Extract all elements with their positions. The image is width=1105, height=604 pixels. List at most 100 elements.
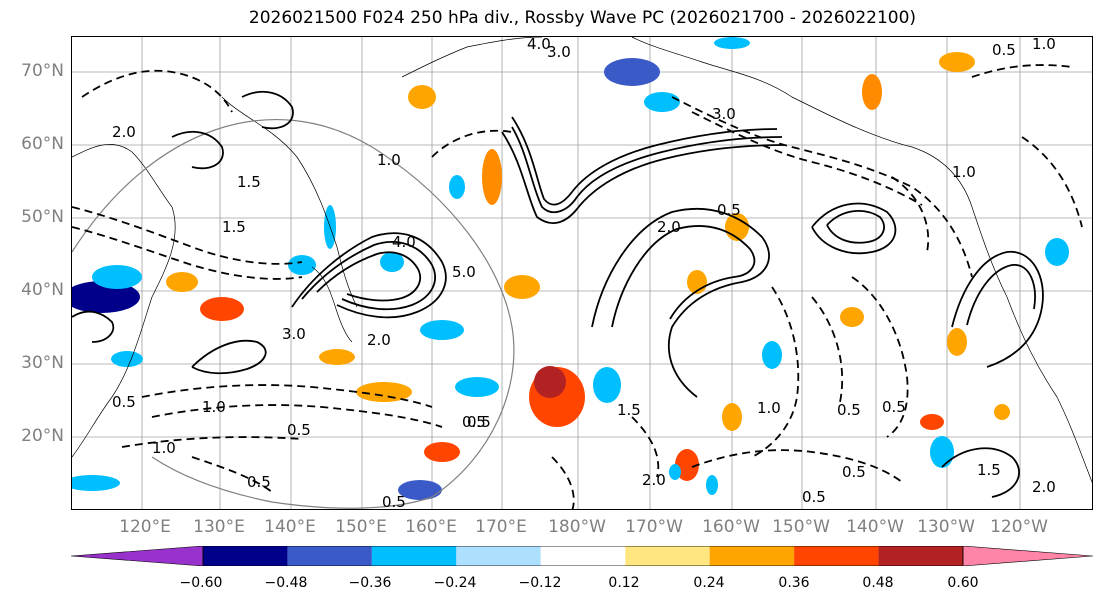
- contour-label: 0.5: [837, 401, 861, 419]
- contour-label: 0.5: [717, 201, 741, 219]
- colorbar-segment: [71, 546, 204, 566]
- divergence-shading: [72, 37, 1069, 500]
- contour-label-group: 4.0 3.0 0.5 1.0 3.0 1.0 2.0 0.5 1.5 4.0 …: [112, 37, 1056, 510]
- colorbar-segment: [709, 546, 795, 566]
- shade-negative: [111, 351, 143, 367]
- lat-label: 40°N: [21, 280, 64, 300]
- contour-label: 0.5: [802, 488, 826, 506]
- shade-negative: [644, 92, 680, 112]
- shade-negative: [72, 281, 140, 313]
- colorbar: [71, 546, 1093, 566]
- lon-label: 120°W: [990, 517, 1048, 537]
- contour-label: 2.0: [367, 331, 391, 349]
- shade-positive: [675, 449, 699, 481]
- contour-label: 0.5: [462, 413, 486, 431]
- shade-negative: [380, 252, 404, 272]
- shade-negative: [762, 341, 782, 369]
- colorbar-segment: [456, 546, 541, 566]
- lon-label: 160°E: [405, 517, 457, 537]
- shade-positive: [722, 403, 742, 431]
- colorbar-tick-label: 0.12: [608, 575, 640, 591]
- shade-negative: [92, 265, 142, 289]
- contour-label: 0.5: [842, 463, 866, 481]
- lon-label: 140°W: [846, 517, 904, 537]
- contour-label: 3.0: [282, 325, 306, 343]
- rossby-contours-dashed: [72, 64, 1083, 509]
- shade-negative: [714, 37, 750, 49]
- shade-positive: [994, 404, 1010, 420]
- contour-label: 4.0: [392, 233, 416, 251]
- contour-label: 4.0: [527, 37, 551, 53]
- colorbar-tick-label: −0.60: [179, 575, 223, 591]
- contour-label: 0.5: [467, 413, 491, 431]
- lon-label: 150°W: [772, 517, 830, 537]
- lat-label: 30°N: [21, 353, 64, 373]
- colorbar-tick-label: −0.48: [264, 575, 308, 591]
- shade-positive: [947, 328, 967, 356]
- colorbar-tick-label: −0.36: [348, 575, 392, 591]
- colorbar-tick-label: 0.48: [862, 575, 894, 591]
- colorbar-tick-label: −0.24: [433, 575, 477, 591]
- rossby-contours-solid: [72, 90, 1044, 498]
- colorbar-segment: [962, 546, 1093, 566]
- shade-positive: [920, 414, 944, 430]
- contour-label: 3.0: [547, 43, 571, 61]
- shade-positive: [166, 272, 198, 292]
- shade-negative: [593, 367, 621, 403]
- lon-label: 140°E: [264, 517, 316, 537]
- colorbar-segment: [625, 546, 710, 566]
- lon-label: 150°E: [335, 517, 387, 537]
- shade-negative: [930, 436, 954, 468]
- lon-label: 160°W: [702, 517, 760, 537]
- lat-label: 20°N: [21, 426, 64, 446]
- contour-label: 0.5: [247, 473, 271, 491]
- contour-label: 3.0: [712, 105, 736, 123]
- contour-label: 2.0: [112, 123, 136, 141]
- shade-positive: [319, 349, 355, 365]
- lon-label: 180°W: [548, 517, 606, 537]
- contour-label: 1.5: [237, 173, 261, 191]
- contour-label: 0.5: [112, 393, 136, 411]
- lat-label: 70°N: [21, 61, 64, 81]
- contour-label: 0.5: [882, 398, 906, 416]
- colorbar-tick-label: 0.60: [947, 575, 979, 591]
- shade-negative: [420, 320, 464, 340]
- contour-label: 2.0: [642, 471, 666, 489]
- shade-negative: [604, 58, 660, 86]
- contour-label: 0.5: [382, 493, 406, 510]
- colorbar-segment: [794, 546, 879, 566]
- map-panel: 4.0 3.0 0.5 1.0 3.0 1.0 2.0 0.5 1.5 4.0 …: [71, 36, 1093, 510]
- shade-positive: [356, 382, 412, 402]
- lon-label: 170°W: [625, 517, 683, 537]
- shade-positive: [424, 442, 460, 462]
- shade-negative: [398, 480, 442, 500]
- shade-positive: [504, 275, 540, 299]
- contour-label: 1.0: [952, 163, 976, 181]
- map-canvas: 4.0 3.0 0.5 1.0 3.0 1.0 2.0 0.5 1.5 4.0 …: [72, 37, 1092, 510]
- shade-negative: [288, 255, 316, 275]
- lon-label: 130°W: [917, 517, 975, 537]
- colorbar-tick-label: 0.24: [693, 575, 725, 591]
- map-title: 2026021500 F024 250 hPa div., Rossby Wav…: [248, 8, 917, 28]
- contour-label: 2.0: [1032, 478, 1056, 496]
- lat-label: 60°N: [21, 134, 64, 154]
- contour-label: 1.0: [152, 439, 176, 457]
- shade-negative: [455, 377, 499, 397]
- contour-label: 1.0: [1032, 37, 1056, 53]
- contour-label: 1.0: [377, 151, 401, 169]
- lat-label: 50°N: [21, 207, 64, 227]
- colorbar-tick-label: −0.12: [518, 575, 562, 591]
- lon-label: 120°E: [119, 517, 171, 537]
- contour-label: 5.0: [452, 263, 476, 281]
- shade-positive: [840, 307, 864, 327]
- shade-negative: [449, 175, 465, 199]
- colorbar-segment: [203, 546, 288, 566]
- contour-label: 0.5: [992, 41, 1016, 59]
- shade-positive: [862, 74, 882, 110]
- shade-positive: [939, 52, 975, 72]
- great-circle-arc: [72, 118, 515, 509]
- contour-label: 1.5: [977, 461, 1001, 479]
- colorbar-segment: [540, 546, 626, 566]
- shade-negative: [1045, 238, 1069, 266]
- coastlines: [72, 37, 1092, 483]
